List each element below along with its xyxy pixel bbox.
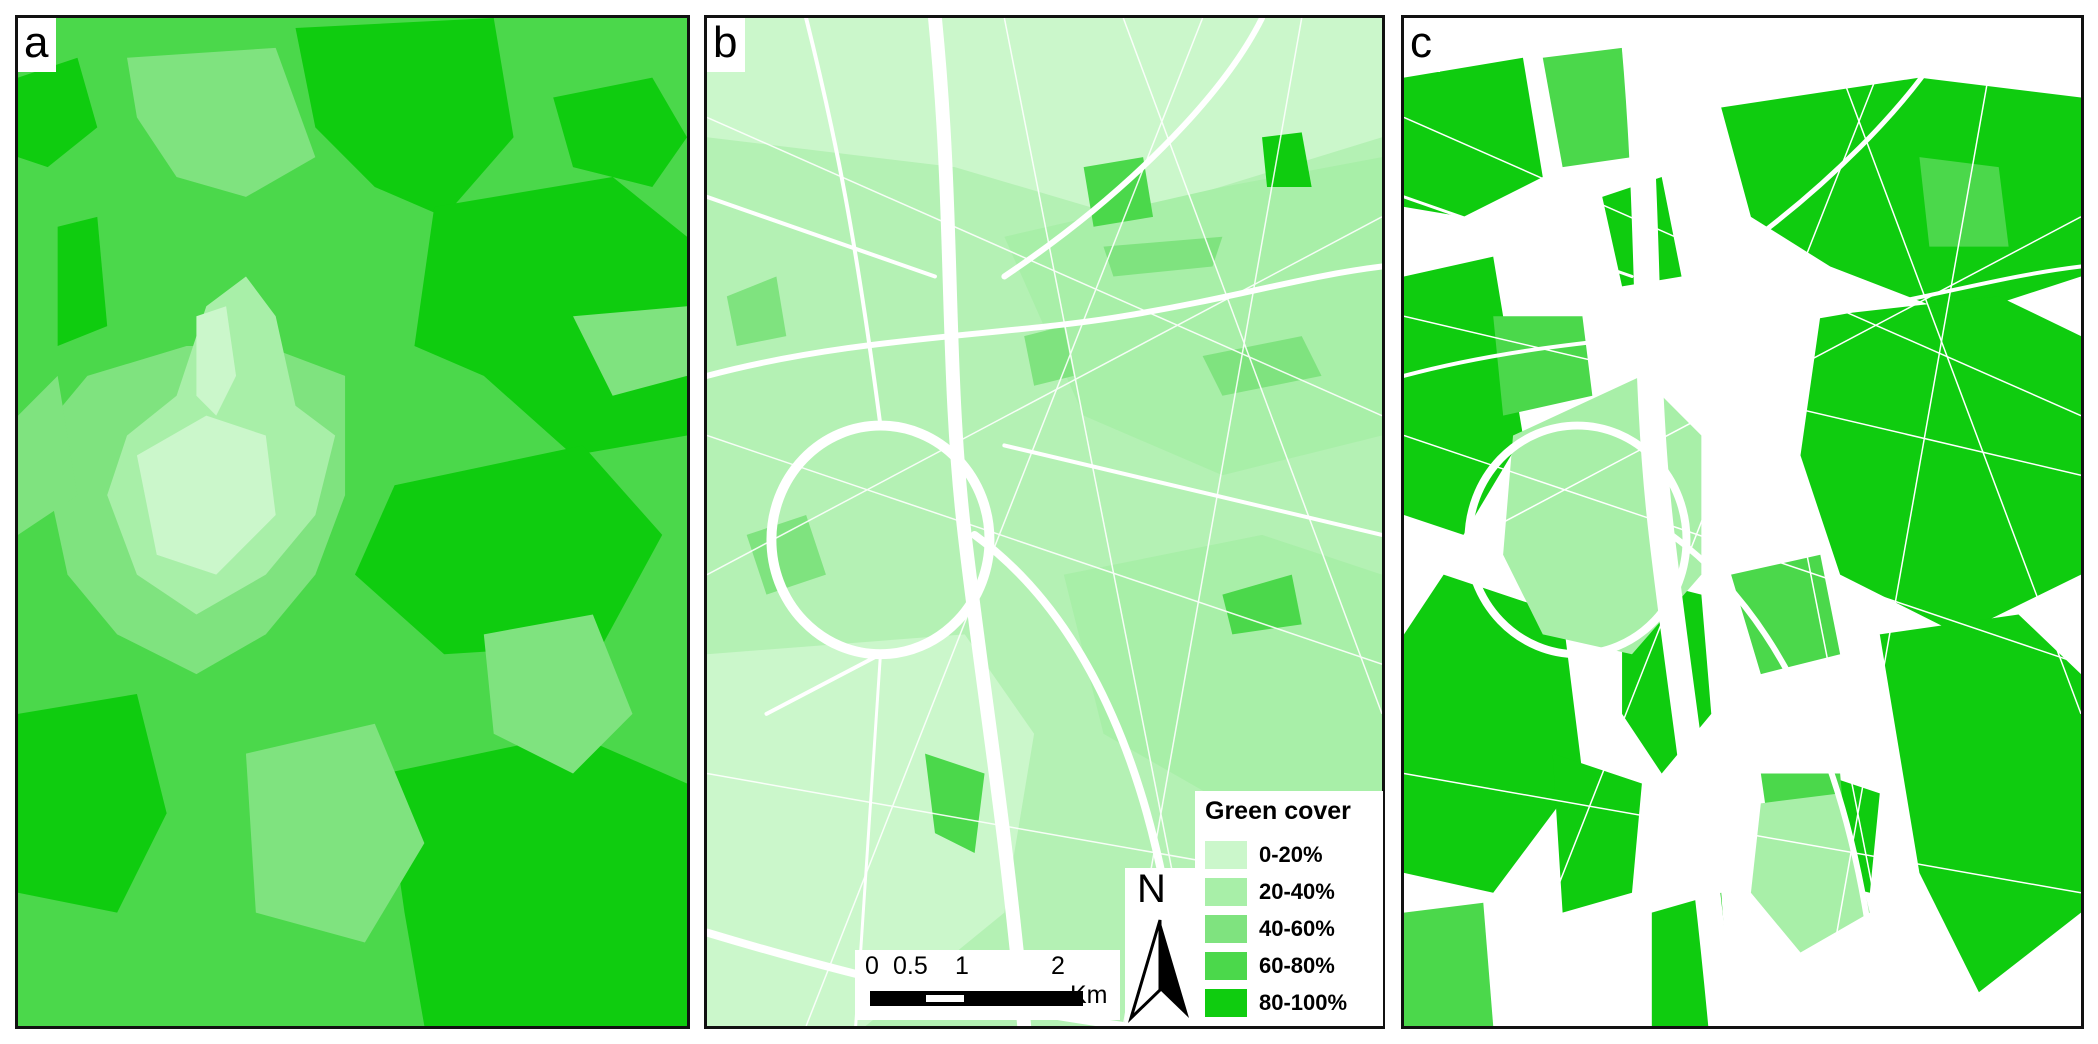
north-arrow: N: [1125, 868, 1195, 1026]
legend-label: 0-20%: [1259, 842, 1323, 867]
legend-swatch: [1205, 878, 1247, 906]
scale-tick-0: 0: [865, 952, 879, 980]
choropleth-map-a: [18, 18, 687, 1026]
legend-swatch: [1205, 989, 1247, 1017]
scale-bar-graphic: [870, 991, 1083, 1006]
legend-swatch: [1205, 915, 1247, 943]
panel-label-a: a: [18, 18, 57, 72]
choropleth-map-b: [707, 18, 1382, 1026]
map-panel-c: c: [1401, 15, 2084, 1029]
legend-label: 20-40%: [1259, 879, 1335, 904]
scale-tick-1: 1: [955, 952, 969, 980]
scale-bar: 0 0.5 1 2 Km: [855, 950, 1120, 1020]
green-cover-raster-map-c: [1404, 18, 2081, 1026]
panel-label-b: b: [707, 18, 746, 72]
map-panel-b: b: [704, 15, 1385, 1029]
map-panel-a: a: [15, 15, 690, 1029]
legend-label: 40-60%: [1259, 916, 1335, 941]
map-legend: Green cover 0-20% 20-40% 40-60% 60-80% 8…: [1195, 791, 1383, 1026]
north-label: N: [1137, 867, 1166, 911]
legend-swatch: [1205, 952, 1247, 980]
legend-title: Green cover: [1205, 797, 1351, 825]
north-arrow-icon: [1127, 919, 1189, 1023]
legend-label: 60-80%: [1259, 953, 1335, 978]
legend-swatch: [1205, 841, 1247, 869]
scale-tick-0-5: 0.5: [893, 952, 928, 980]
legend-label: 80-100%: [1259, 990, 1348, 1015]
scale-unit: Km: [1070, 981, 1108, 1009]
panel-label-c: c: [1404, 18, 1440, 72]
scale-tick-2: 2: [1051, 952, 1065, 980]
